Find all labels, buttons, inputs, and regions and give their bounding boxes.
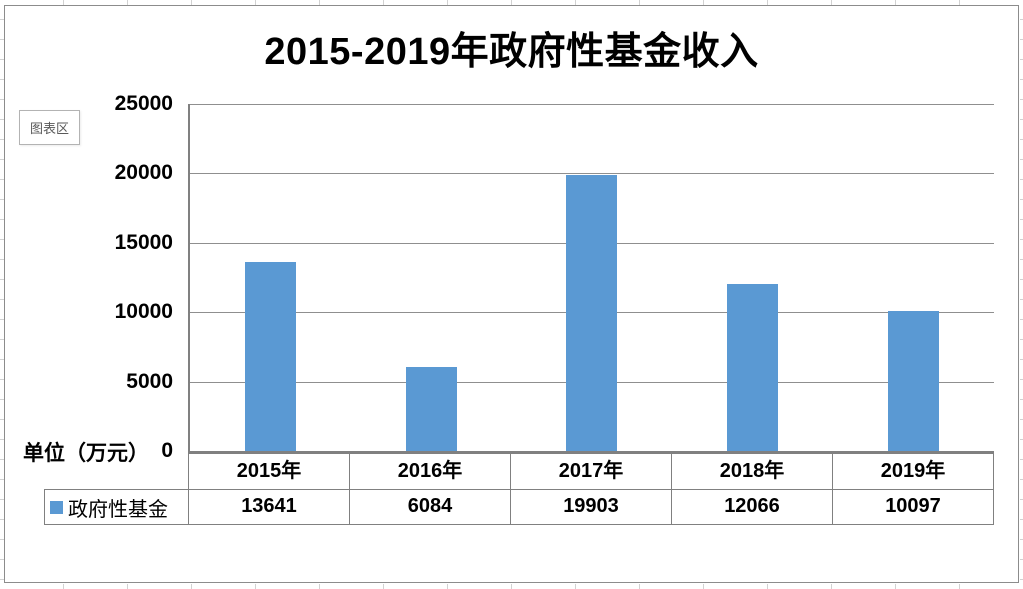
gridline bbox=[190, 173, 994, 174]
category-cell: 2018年 bbox=[672, 454, 833, 490]
bar-column bbox=[512, 104, 673, 451]
plot-area[interactable] bbox=[188, 104, 994, 454]
unit-label: 单位（万元） bbox=[23, 442, 149, 465]
y-tick-label: 5000 bbox=[126, 369, 173, 393]
legend-series-label: 政府性基金 bbox=[68, 498, 168, 521]
bar-column bbox=[190, 104, 351, 451]
bar-column bbox=[833, 104, 994, 451]
chart-area-tooltip: 图表区 bbox=[19, 110, 81, 145]
y-tick-label: 0 bbox=[161, 439, 173, 462]
category-cell: 2015年 bbox=[189, 454, 350, 490]
value-cell: 13641 bbox=[189, 489, 350, 525]
value-cell: 12066 bbox=[672, 489, 833, 525]
y-tick-label: 10000 bbox=[114, 300, 173, 324]
y-tick-label: 15000 bbox=[114, 230, 173, 254]
y-tick-label: 25000 bbox=[114, 92, 173, 115]
chart-title[interactable]: 2015-2019年政府性基金收入 bbox=[264, 31, 759, 73]
data-table-value-row: 13641 6084 19903 12066 10097 bbox=[188, 489, 994, 525]
value-cell: 10097 bbox=[833, 489, 994, 525]
bar-2018年[interactable] bbox=[727, 284, 779, 451]
bar-series[interactable] bbox=[190, 104, 994, 451]
legend-color-swatch-icon bbox=[50, 500, 63, 514]
category-cell: 2019年 bbox=[833, 454, 994, 490]
worksheet-gridlines-top bbox=[0, 0, 1023, 5]
bar-column bbox=[672, 104, 833, 451]
category-cell: 2017年 bbox=[511, 454, 672, 490]
chart-area[interactable]: 2015-2019年政府性基金收入 图表区 25000 20000 15000 100… bbox=[4, 5, 1019, 583]
worksheet-gridlines-left bbox=[0, 0, 4, 589]
bar-column bbox=[351, 104, 512, 451]
value-cell: 19903 bbox=[511, 489, 672, 525]
bar-2015年[interactable] bbox=[244, 262, 296, 451]
bar-2017年[interactable] bbox=[566, 175, 618, 451]
y-tick-label: 20000 bbox=[114, 161, 173, 185]
gridline bbox=[190, 104, 994, 105]
worksheet-gridlines-bottom bbox=[0, 584, 1023, 589]
value-cell: 6084 bbox=[350, 489, 511, 525]
legend[interactable]: 政府性基金 bbox=[44, 489, 189, 525]
data-table-header-row: 2015年 2016年 2017年 2018年 2019年 bbox=[188, 454, 994, 490]
bar-2016年[interactable] bbox=[405, 367, 457, 451]
bar-2019年[interactable] bbox=[888, 311, 940, 451]
worksheet-gridlines-right bbox=[1020, 0, 1023, 589]
category-cell: 2016年 bbox=[350, 454, 511, 490]
